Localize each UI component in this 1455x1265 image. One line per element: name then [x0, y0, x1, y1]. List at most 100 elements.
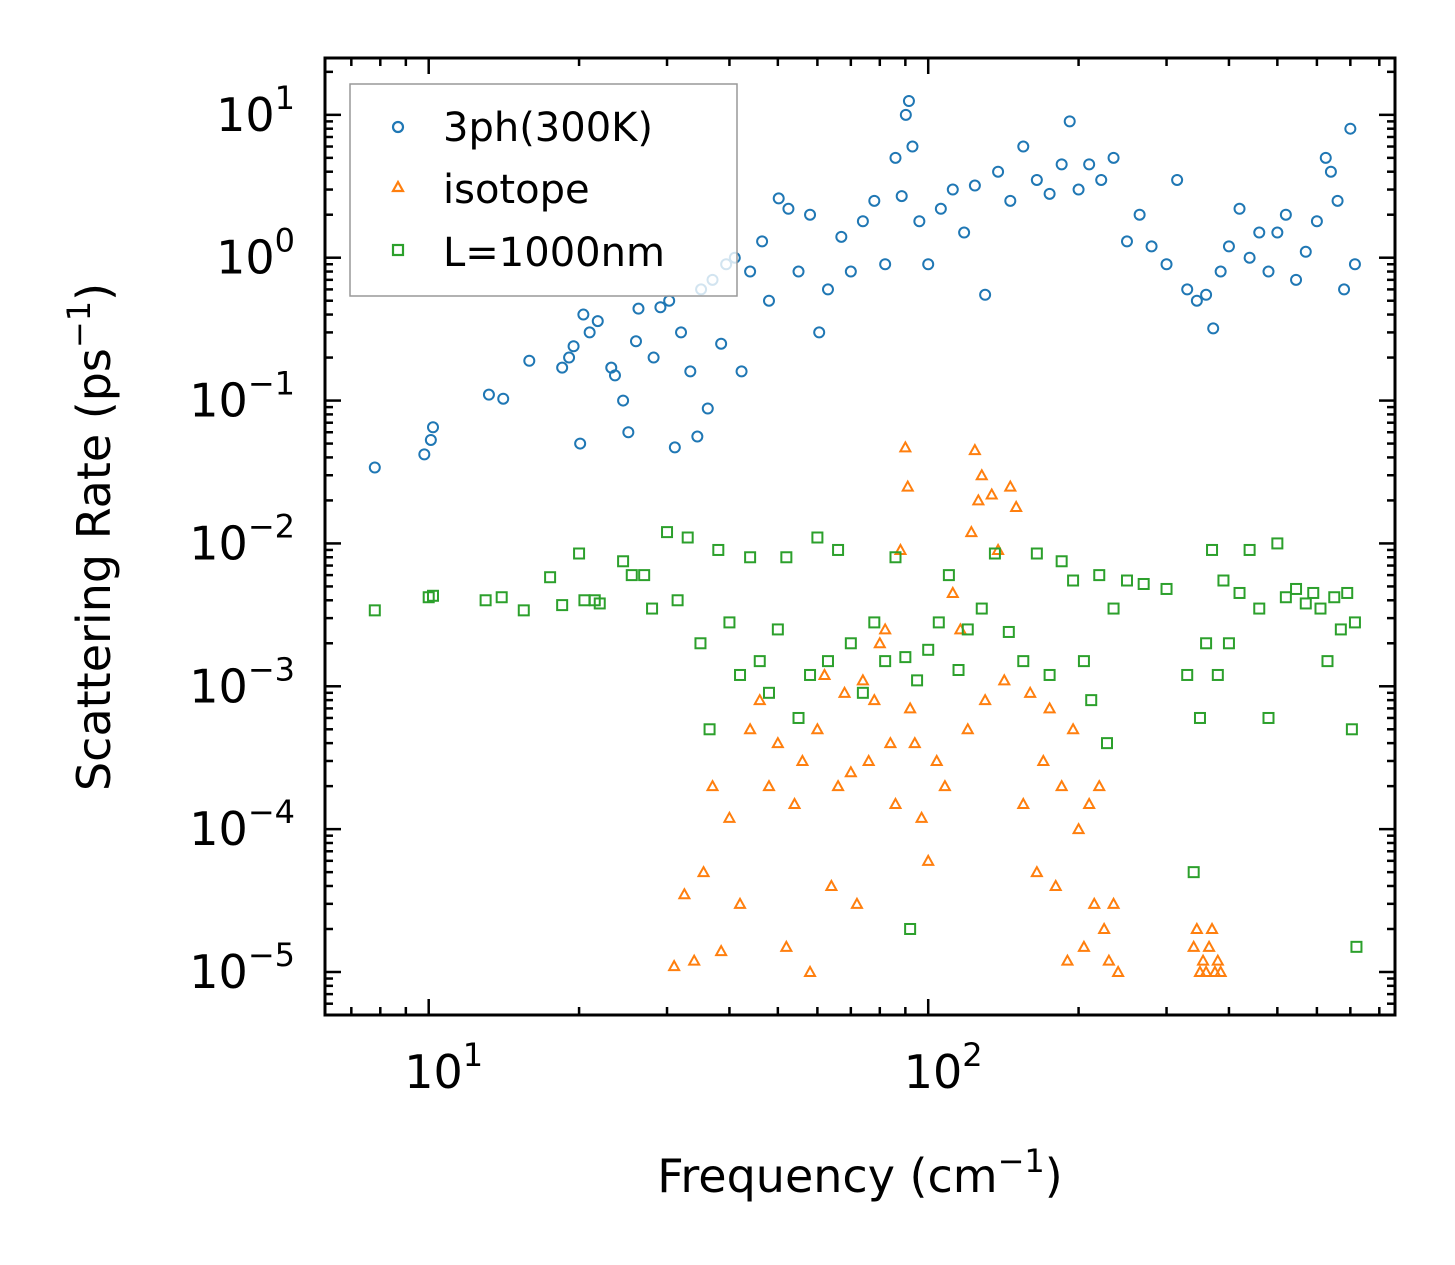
marker-L1000nm: [495, 591, 508, 604]
plot-area: [368, 95, 1363, 977]
marker-L1000nm: [694, 637, 707, 650]
x-axis-label: Frequency (cm−1): [657, 1142, 1062, 1203]
marker-3ph: [1299, 245, 1312, 258]
marker-isotope: [878, 622, 892, 635]
y-tick-label: 10−2: [189, 507, 295, 570]
marker-L1000nm: [1271, 537, 1284, 550]
marker-isotope: [779, 939, 794, 952]
marker-3ph: [868, 194, 881, 207]
marker-L1000nm: [879, 655, 892, 668]
marker-isotope: [677, 887, 692, 900]
marker-3ph: [1324, 165, 1337, 178]
marker-isotope: [1066, 722, 1080, 735]
marker-L1000nm: [952, 664, 965, 677]
marker-L1000nm: [1043, 668, 1056, 681]
x-tick-label: 101: [404, 1036, 483, 1099]
marker-3ph: [958, 226, 971, 239]
marker-3ph: [835, 230, 848, 243]
marker-isotope: [1071, 822, 1086, 835]
marker-isotope: [930, 753, 944, 766]
marker-isotope: [1205, 921, 1219, 934]
legend-marker-L1000nm: [391, 243, 405, 257]
marker-L1000nm: [1321, 655, 1334, 668]
marker-3ph: [968, 179, 981, 192]
marker-3ph: [902, 95, 915, 108]
marker-isotope: [873, 636, 887, 649]
marker-isotope: [810, 722, 825, 735]
marker-L1000nm: [1262, 711, 1275, 724]
marker-3ph: [684, 365, 697, 378]
marker-isotope: [850, 896, 864, 909]
marker-L1000nm: [544, 571, 557, 584]
marker-3ph: [622, 426, 635, 439]
marker-L1000nm: [1181, 668, 1194, 681]
marker-L1000nm: [975, 602, 988, 615]
marker-isotope: [901, 479, 915, 492]
marker-3ph: [1160, 258, 1173, 271]
marker-3ph: [715, 337, 728, 350]
marker-3ph: [1043, 187, 1056, 200]
marker-3ph: [899, 108, 912, 121]
marker-L1000nm: [593, 597, 606, 610]
marker-3ph: [1145, 240, 1158, 253]
marker-isotope: [722, 810, 737, 823]
marker-L1000nm: [771, 623, 784, 636]
marker-L1000nm: [856, 686, 869, 699]
marker-isotope: [921, 853, 935, 866]
marker-isotope: [1199, 964, 1213, 977]
marker-3ph: [647, 351, 660, 364]
marker-L1000nm: [821, 655, 834, 668]
marker-3ph: [1214, 265, 1227, 278]
marker-L1000nm: [426, 589, 439, 602]
marker-3ph: [556, 361, 569, 374]
marker-L1000nm: [703, 723, 716, 736]
legend-label-3ph: 3ph(300K): [443, 105, 653, 151]
marker-3ph: [1262, 265, 1275, 278]
marker-3ph: [1344, 122, 1357, 135]
marker-3ph: [563, 351, 576, 364]
marker-L1000nm: [517, 604, 530, 617]
marker-isotope: [1016, 796, 1030, 809]
marker-isotope: [985, 487, 999, 500]
axis-tick-labels: 101 102 101 100 10−1 10−2 10−3 10−4 10−5: [189, 79, 982, 1099]
marker-L1000nm: [792, 711, 805, 724]
marker-L1000nm: [932, 616, 945, 629]
marker-3ph: [772, 192, 785, 205]
marker-3ph: [922, 258, 935, 271]
marker-3ph: [1243, 251, 1256, 264]
marker-isotope: [903, 701, 917, 714]
marker-isotope: [824, 878, 839, 891]
marker-L1000nm: [1200, 637, 1213, 650]
marker-isotope: [1213, 964, 1228, 977]
marker-3ph: [701, 402, 714, 415]
marker-3ph: [1095, 173, 1108, 186]
marker-3ph: [418, 448, 431, 461]
marker-isotope: [1054, 779, 1069, 792]
marker-3ph: [1331, 194, 1344, 207]
marker-isotope: [1097, 921, 1111, 934]
y-tick-label: 10−4: [189, 793, 295, 856]
marker-3ph: [1055, 158, 1068, 171]
marker-3ph: [654, 301, 667, 314]
marker-L1000nm: [1253, 602, 1266, 615]
marker-L1000nm: [1233, 586, 1246, 599]
marker-isotope: [1106, 896, 1121, 909]
marker-L1000nm: [1307, 586, 1320, 599]
marker-L1000nm: [780, 551, 793, 564]
legend-label-L1000nm: L=1000nm: [443, 230, 665, 276]
marker-L1000nm: [1137, 577, 1150, 590]
marker-3ph: [1348, 258, 1361, 271]
marker-3ph: [1310, 215, 1323, 228]
marker-3ph: [424, 433, 437, 446]
marker-3ph: [946, 183, 959, 196]
marker-isotope: [733, 896, 747, 909]
y-axis-label: Scattering Rate (ps−1): [60, 283, 121, 791]
marker-L1000nm: [1002, 625, 1015, 638]
marker-isotope: [914, 810, 929, 823]
marker-isotope: [861, 753, 876, 766]
marker-3ph: [691, 430, 704, 443]
marker-isotope: [762, 779, 776, 792]
marker-isotope: [1082, 796, 1096, 809]
marker-isotope: [883, 736, 898, 749]
